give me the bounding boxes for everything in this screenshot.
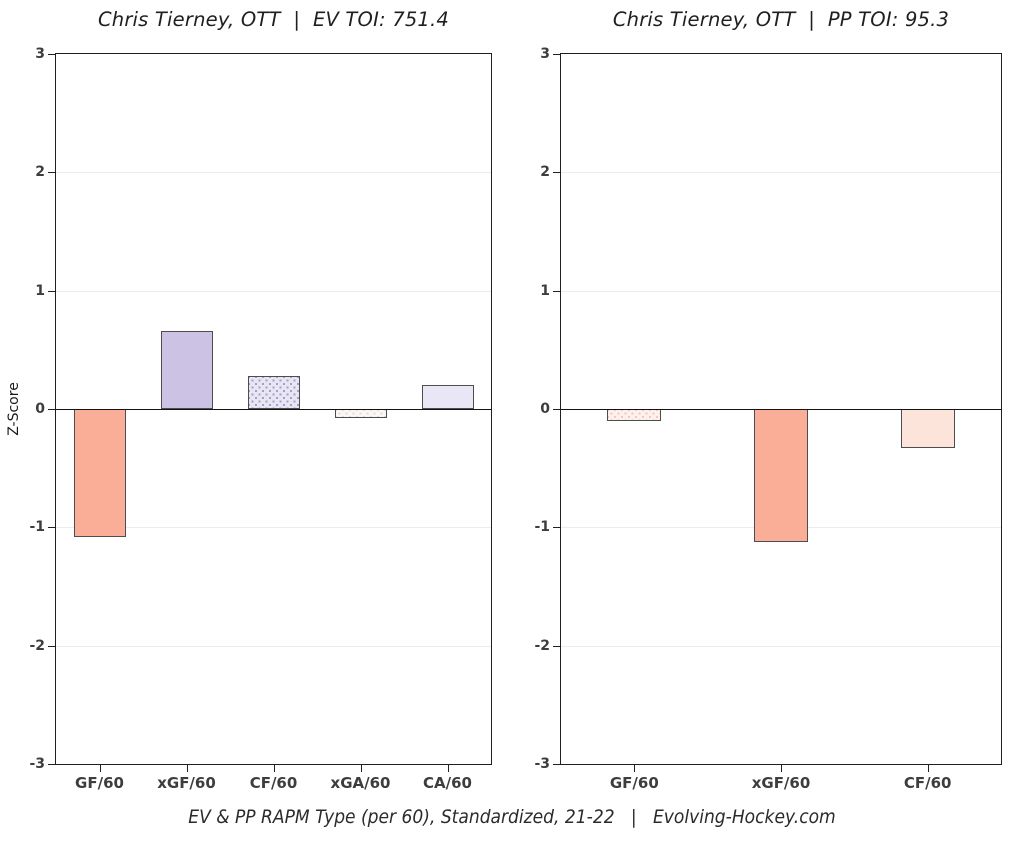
x-tick (447, 765, 449, 772)
y-tick-label: -2 (29, 637, 45, 654)
y-tick (48, 645, 55, 647)
y-tick-label: 1 (540, 282, 550, 299)
x-tick (360, 765, 362, 772)
bar-ca60 (421, 385, 474, 409)
y-tick (553, 645, 560, 647)
y-tick (48, 527, 55, 529)
gridline-y1 (56, 290, 491, 292)
gridline-y1 (561, 290, 1001, 292)
gridline-y2 (561, 172, 1001, 174)
y-tick-label: 2 (540, 164, 550, 181)
bar-xgf60 (754, 409, 808, 542)
y-tick (48, 409, 55, 410)
y-tick (553, 409, 560, 410)
x-tick (927, 765, 929, 772)
y-tick-label: 1 (35, 282, 45, 299)
x-axis-label: GF/60 (75, 774, 124, 792)
y-tick-label: 0 (35, 401, 45, 417)
y-tick-label: -2 (534, 637, 550, 654)
y-tick-label: 3 (540, 46, 550, 62)
plot-area-ev: 3 2 1 0 -1 -2 -3 GF/60 xGF/60 CF/60 xGA/60 CA/60 (29, 47, 492, 792)
chart-title-ev: Chris Tierney, OTT | EV TOI: 751.4 (97, 8, 450, 31)
bar-cf60 (900, 409, 955, 449)
x-axis-label: xGF/60 (751, 774, 811, 792)
chart-title-pp: Chris Tierney, OTT | PP TOI: 95.3 (612, 8, 950, 31)
gridline-y-2 (561, 645, 1001, 647)
x-axis-label: xGF/60 (157, 774, 216, 792)
bar-gf60 (73, 409, 126, 537)
x-axis-label: GF/60 (609, 774, 659, 792)
x-tick (781, 765, 782, 772)
zero-line (56, 409, 491, 410)
y-tick-label: 0 (540, 401, 550, 417)
y-tick-label: 3 (35, 46, 45, 62)
y-tick (48, 290, 55, 292)
zero-line (561, 409, 1001, 410)
y-tick-label: 2 (35, 164, 45, 181)
x-axis-label: CA/60 (423, 774, 472, 792)
x-axis-label: xGA/60 (330, 774, 391, 792)
figure-caption: EV & PP RAPM Type (per 60), Standardized… (188, 806, 836, 828)
gridline-y2 (56, 172, 491, 174)
y-tick-label: -3 (29, 756, 45, 772)
x-tick (186, 765, 188, 772)
x-tick (99, 765, 101, 772)
y-tick (48, 54, 55, 55)
bar-gf60 (607, 409, 662, 421)
y-axis-title: Z-Score (6, 382, 22, 436)
y-tick (553, 54, 560, 55)
y-tick (553, 527, 560, 529)
bar-xgf60 (160, 330, 213, 409)
gridline-y-1 (56, 527, 491, 529)
y-tick-label: -3 (534, 756, 550, 772)
y-tick (48, 172, 55, 174)
plot-area-pp: 3 2 1 0 -1 -2 -3 GF/60 xGF/60 CF/60 (534, 47, 1002, 792)
y-tick (553, 764, 560, 765)
y-tick-label: -1 (29, 519, 45, 536)
y-tick (48, 764, 55, 765)
x-axis-label: CF/60 (249, 774, 298, 792)
y-tick (553, 290, 560, 292)
x-tick (273, 765, 275, 772)
gridline-y-2 (56, 645, 491, 647)
y-tick-label: -1 (534, 519, 550, 536)
x-axis-label: CF/60 (903, 774, 952, 792)
bar-cf60 (247, 375, 300, 409)
x-tick (634, 765, 636, 772)
y-tick (553, 172, 560, 174)
bar-xga60 (334, 409, 387, 419)
